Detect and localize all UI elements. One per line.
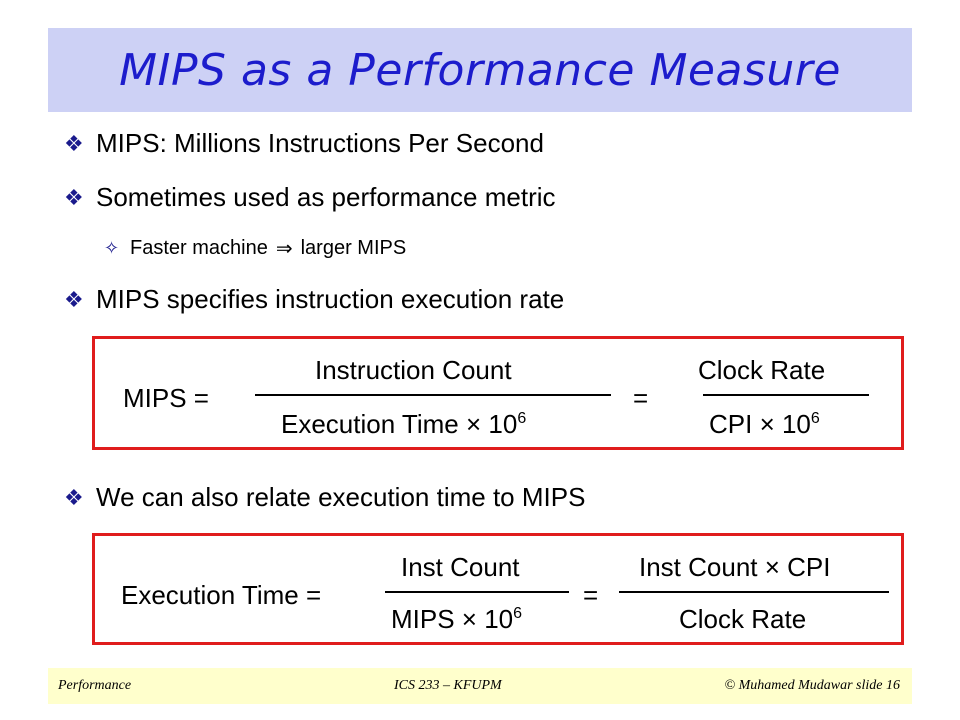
formula-denominator-execution-time: Execution Time × 106: [281, 409, 527, 439]
bullet-relate-execution-time: ❖ We can also relate execution time to M…: [64, 482, 585, 513]
bullet-execution-rate: ❖ MIPS specifies instruction execution r…: [64, 284, 564, 315]
formula-numerator-inst-count: Inst Count: [401, 552, 520, 582]
bullet-text: MIPS: Millions Instructions Per Second: [96, 128, 544, 158]
footer-center: ICS 233 – KFUPM: [394, 678, 502, 693]
sub-bullet-prefix: Faster machine: [130, 237, 268, 259]
fraction-line: [255, 394, 611, 396]
bullet-mips-definition: ❖ MIPS: Millions Instructions Per Second: [64, 128, 544, 159]
slide-footer: Performance ICS 233 – KFUPM © Muhamed Mu…: [48, 668, 912, 704]
formula-equals: =: [583, 580, 599, 610]
bullet-text: We can also relate execution time to MIP…: [96, 482, 586, 512]
formula-numerator-clock-rate: Clock Rate: [698, 355, 826, 385]
formula-denominator-clock-rate: Clock Rate: [679, 604, 807, 634]
diamond-bullet-icon: ❖: [64, 184, 84, 210]
slide-title: MIPS as a Performance Measure: [119, 44, 841, 96]
diamond-bullet-icon: ❖: [64, 286, 84, 312]
sub-bullet-suffix: larger MIPS: [300, 237, 407, 259]
fraction-line: [619, 591, 889, 593]
sub-bullet-faster-machine: ✧ Faster machine ⇒ larger MIPS: [104, 236, 406, 261]
bullet-text: Sometimes used as performance metric: [96, 182, 556, 212]
formula-denominator-mips: MIPS × 106: [391, 604, 523, 634]
diamond-bullet-icon: ❖: [64, 130, 84, 156]
star-bullet-icon: ✧: [104, 238, 120, 258]
formula-denominator-cpi: CPI × 106: [709, 409, 820, 439]
formula-lhs: MIPS =: [123, 383, 209, 413]
footer-left: Performance: [58, 678, 132, 693]
footer-right: © Muhamed Mudawar slide 16: [724, 678, 900, 693]
bullet-text: MIPS specifies instruction execution rat…: [96, 284, 565, 314]
bullet-performance-metric: ❖ Sometimes used as performance metric: [64, 182, 556, 213]
formula-lhs: Execution Time =: [121, 580, 322, 610]
formula-equals: =: [633, 383, 649, 413]
implies-arrow-icon: ⇒: [275, 238, 293, 260]
fraction-line: [385, 591, 569, 593]
title-bar: MIPS as a Performance Measure: [48, 28, 912, 112]
execution-time-formula-box: Execution Time = Inst Count MIPS × 106 =…: [92, 533, 904, 645]
formula-numerator-inst-count-cpi: Inst Count × CPI: [639, 552, 831, 582]
fraction-line: [703, 394, 869, 396]
formula-numerator-instruction-count: Instruction Count: [315, 355, 512, 385]
mips-formula-box: MIPS = Instruction Count Execution Time …: [92, 336, 904, 450]
diamond-bullet-icon: ❖: [64, 484, 84, 510]
